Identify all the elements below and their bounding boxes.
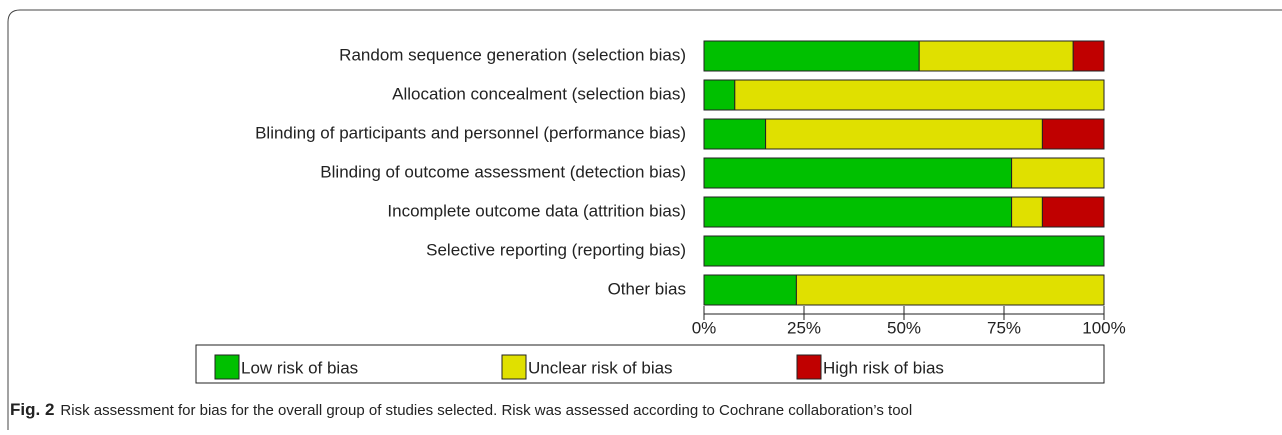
frame <box>7 9 1282 430</box>
bar-segment <box>703 157 1013 189</box>
legend-swatch <box>501 354 527 380</box>
category-label: Other bias <box>608 279 686 298</box>
bar-segment <box>1041 118 1105 150</box>
legend-box <box>195 344 1105 384</box>
category-label: Random sequence generation (selection bi… <box>339 45 686 64</box>
caption-label: Fig. 2 <box>10 400 54 419</box>
legend-swatch <box>214 354 240 380</box>
category-label: Blinding of outcome assessment (detectio… <box>320 162 686 181</box>
x-tick-label: 100% <box>1082 318 1125 337</box>
bar-segment <box>734 79 1105 111</box>
category-label: Selective reporting (reporting bias) <box>426 240 686 259</box>
bar-segment <box>703 40 920 72</box>
category-label: Allocation concealment (selection bias) <box>392 84 686 103</box>
legend-label: Unclear risk of bias <box>528 358 673 377</box>
category-label: Blinding of participants and personnel (… <box>255 123 686 142</box>
legend-label: Low risk of bias <box>241 358 358 377</box>
x-tick-label: 50% <box>887 318 921 337</box>
bar-segment <box>703 274 797 306</box>
bar-segment <box>765 118 1043 150</box>
caption-text: Risk assessment for bias for the overall… <box>60 402 912 419</box>
bar-segment <box>1041 196 1105 228</box>
x-tick-label: 0% <box>692 318 717 337</box>
bar-segment <box>1011 157 1105 189</box>
legend-swatch <box>796 354 822 380</box>
caption: Fig. 2 Risk assessment for bias for the o… <box>10 400 912 419</box>
x-tick-label: 25% <box>787 318 821 337</box>
bar-segment <box>703 235 1105 267</box>
bar-segment <box>703 118 767 150</box>
legend-label: High risk of bias <box>823 358 944 377</box>
bar-segment <box>703 196 1013 228</box>
bar-segment <box>795 274 1105 306</box>
category-label: Incomplete outcome data (attrition bias) <box>387 201 686 220</box>
bar-segment <box>1011 196 1043 228</box>
bar-segment <box>1072 40 1105 72</box>
x-tick-label: 75% <box>987 318 1021 337</box>
bar-segment <box>703 79 736 111</box>
bar-segment <box>918 40 1074 72</box>
